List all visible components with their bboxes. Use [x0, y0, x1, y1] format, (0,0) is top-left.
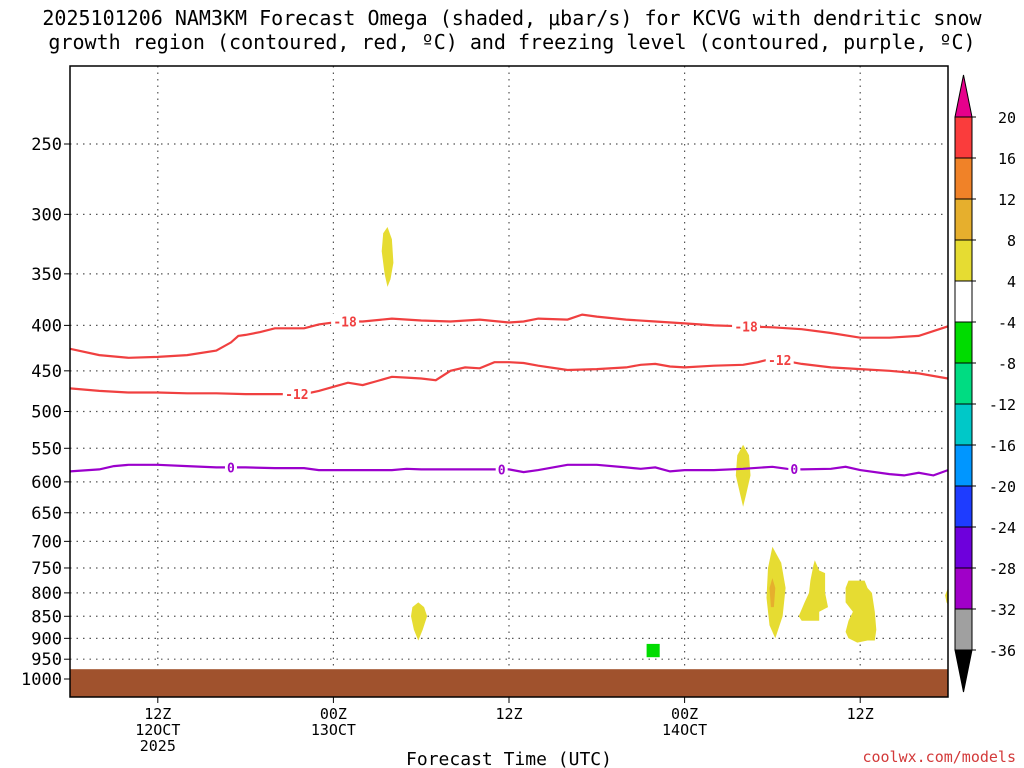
chart-title: 2025101206 NAM3KM Forecast Omega (shaded…	[0, 6, 1024, 54]
contour-label-bg	[765, 351, 794, 368]
colorbar-swatch	[954, 403, 973, 446]
colorbar-label: 8	[1007, 232, 1016, 250]
omega-shade-7	[769, 578, 776, 608]
contour-label: 0	[498, 463, 506, 478]
colorbar-swatch	[954, 567, 973, 610]
contour-label-bg	[495, 461, 508, 478]
contour-label: -12	[768, 354, 791, 369]
omega-shade-2	[735, 444, 751, 507]
y-tick-label: 850	[31, 607, 62, 627]
y-tick-label: 300	[31, 205, 62, 225]
y-tick-label: 550	[31, 439, 62, 459]
omega-shade-5	[845, 580, 877, 643]
x-axis-label: Forecast Time (UTC)	[406, 749, 612, 768]
x-tick-label: 12Z	[847, 705, 874, 723]
y-tick-label: 350	[31, 265, 62, 285]
y-tick-label: 400	[31, 316, 62, 336]
colorbar-swatch	[954, 526, 973, 569]
x-tick-label: 13OCT	[311, 721, 356, 739]
colorbar-label: -4	[998, 314, 1016, 332]
contour-label: -18	[734, 320, 758, 335]
y-tick-label: 950	[31, 650, 62, 670]
omega-shade-1	[411, 602, 428, 641]
x-tick-label: 00Z	[320, 705, 347, 723]
contour-label-bg	[224, 459, 237, 476]
colorbar-label: -12	[989, 396, 1016, 414]
contour-line--18	[70, 313, 948, 359]
contour-label: 0	[227, 461, 235, 476]
contour-label-bg	[732, 318, 761, 335]
title-line-2: growth region (contoured, red, ºC) and f…	[48, 30, 976, 54]
contour-label: 0	[790, 463, 798, 478]
colorbar-max-arrow	[954, 74, 973, 118]
colorbar: 20 16 12 8 4 -4 -8 -12 -16 -20 -24 -28 -32 -36	[954, 74, 1016, 693]
colorbar-label: -20	[989, 478, 1016, 496]
y-tick-label: 500	[31, 403, 62, 423]
x-tick-label: 12Z	[495, 705, 522, 723]
contour-label: -18	[333, 316, 357, 331]
credit-label: coolwx.com/models	[862, 748, 1016, 766]
colorbar-swatch	[954, 157, 973, 200]
contour-label-bg	[788, 461, 801, 478]
colorbar-swatch	[954, 280, 973, 323]
contour-line-0	[70, 463, 948, 477]
x-tick-label: 14OCT	[662, 721, 707, 739]
colorbar-swatch	[954, 485, 973, 528]
x-tick-label: 2025	[140, 737, 176, 755]
contour-label-bg	[282, 386, 311, 403]
y-tick-label: 250	[31, 135, 62, 155]
colorbar-label: -28	[989, 560, 1016, 578]
contour-label-bg	[331, 313, 360, 330]
colorbar-swatch	[954, 444, 973, 487]
title-line-1: 2025101206 NAM3KM Forecast Omega (shaded…	[42, 6, 982, 30]
omega-shade-3	[766, 546, 786, 639]
contour-label: -12	[285, 388, 308, 403]
x-tick-label: 12OCT	[135, 721, 180, 739]
omega-shade-0	[381, 227, 394, 287]
y-tick-label: 650	[31, 504, 62, 524]
omega-shade-8	[646, 643, 660, 658]
colorbar-min-arrow	[954, 649, 973, 693]
y-tick-label: 1000	[21, 670, 62, 690]
colorbar-label: -32	[989, 601, 1016, 619]
colorbar-label: 4	[1007, 273, 1016, 291]
plot-area: -18 -18 -12 -12 0 0 0	[70, 66, 948, 697]
axes: 2503003504004505005506006507007508008509…	[21, 65, 949, 755]
colorbar-swatch	[954, 198, 973, 241]
x-tick-label: 00Z	[671, 705, 698, 723]
colorbar-label: -24	[989, 519, 1016, 537]
colorbar-label: 12	[998, 191, 1016, 209]
colorbar-label: -36	[989, 642, 1016, 660]
colorbar-swatch	[954, 116, 973, 159]
colorbar-swatch	[954, 239, 973, 282]
plot-inner: -18 -18 -12 -12 0 0 0	[70, 66, 948, 697]
omega-shade-4	[798, 560, 828, 621]
y-tick-label: 900	[31, 629, 62, 649]
terrain-fill	[70, 669, 948, 697]
y-tick-label: 800	[31, 584, 62, 604]
colorbar-label: 20	[998, 109, 1016, 127]
colorbar-swatch	[954, 321, 973, 364]
x-tick-label: 12Z	[144, 705, 171, 723]
y-tick-label: 700	[31, 532, 62, 552]
y-tick-label: 450	[31, 362, 62, 382]
y-tick-label: 750	[31, 559, 62, 579]
colorbar-swatch	[954, 608, 973, 651]
contour-line--12	[70, 357, 948, 396]
colorbar-label: 16	[998, 150, 1016, 168]
y-tick-label: 600	[31, 473, 62, 493]
colorbar-label: -16	[989, 437, 1016, 455]
colorbar-swatch	[954, 362, 973, 405]
colorbar-label: -8	[998, 355, 1016, 373]
